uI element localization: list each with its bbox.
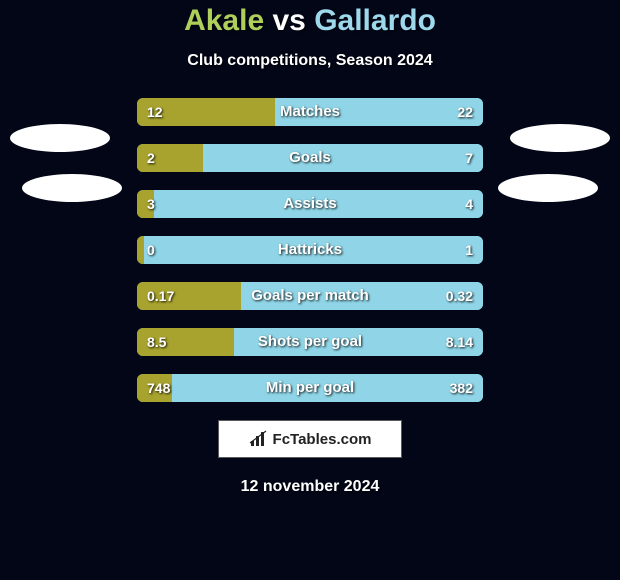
comparison-card: Akale vs Gallardo Club competitions, Sea… <box>0 0 620 580</box>
stat-row: Shots per goal8.5 8.14 <box>137 328 483 356</box>
stat-value-left: 2 <box>147 144 155 172</box>
stat-value-right: 22 <box>457 98 473 126</box>
vs-text: vs <box>272 4 305 37</box>
stat-row: Goals per match0.17 0.32 <box>137 282 483 310</box>
stat-label: Shots per goal <box>137 328 483 356</box>
title: Akale vs Gallardo <box>0 4 620 38</box>
stat-row: Min per goal748 382 <box>137 374 483 402</box>
stat-value-right: 8.14 <box>446 328 473 356</box>
stat-row: Goals2 7 <box>137 144 483 172</box>
stat-value-left: 12 <box>147 98 163 126</box>
stat-row: Matches12 22 <box>137 98 483 126</box>
stat-label: Goals <box>137 144 483 172</box>
stat-label: Hattricks <box>137 236 483 264</box>
site-logo[interactable]: FcTables.com <box>218 420 402 458</box>
player1-team-badge <box>22 174 122 202</box>
player2-name: Gallardo <box>314 4 436 37</box>
stat-row: Hattricks0 1 <box>137 236 483 264</box>
stat-row: Assists3 4 <box>137 190 483 218</box>
chart-icon <box>249 430 269 448</box>
stat-label: Min per goal <box>137 374 483 402</box>
player2-team-badge <box>498 174 598 202</box>
stat-value-left: 0.17 <box>147 282 174 310</box>
player2-avatar <box>510 124 610 152</box>
stat-value-right: 0.32 <box>446 282 473 310</box>
logo-text: FcTables.com <box>273 431 372 448</box>
stat-value-left: 748 <box>147 374 170 402</box>
stat-value-left: 8.5 <box>147 328 166 356</box>
stat-value-left: 0 <box>147 236 155 264</box>
stat-value-right: 4 <box>465 190 473 218</box>
stat-label: Assists <box>137 190 483 218</box>
subtitle: Club competitions, Season 2024 <box>0 52 620 70</box>
stat-value-right: 7 <box>465 144 473 172</box>
stat-label: Matches <box>137 98 483 126</box>
stat-value-right: 382 <box>450 374 473 402</box>
date: 12 november 2024 <box>0 478 620 496</box>
player1-name: Akale <box>184 4 264 37</box>
player1-avatar <box>10 124 110 152</box>
stat-value-left: 3 <box>147 190 155 218</box>
stats-grid: Matches12 22 Goals2 7 Assists3 4 Hattricks0 1 Go… <box>137 98 483 402</box>
stat-label: Goals per match <box>137 282 483 310</box>
stat-value-right: 1 <box>465 236 473 264</box>
